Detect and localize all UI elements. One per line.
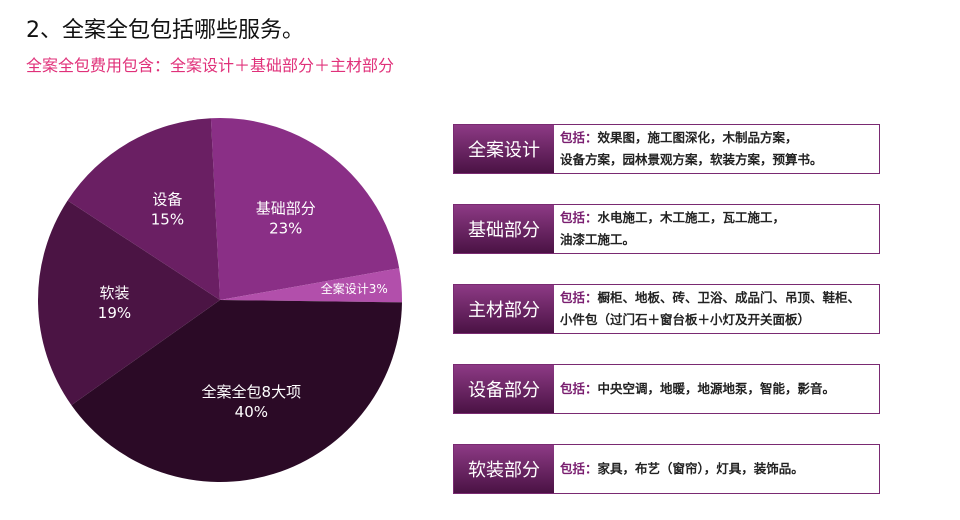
- service-desc: 包括：水电施工，木工施工，瓦工施工， 油漆工施工。: [554, 205, 879, 253]
- pie-slice: [220, 268, 402, 303]
- slice-value: 15%: [151, 210, 184, 228]
- slice-name: 设备: [152, 190, 182, 208]
- desc-label: 包括：: [560, 381, 598, 396]
- desc-text: 橱柜、地板、砖、卫浴、成品门、吊顶、鞋柜、: [597, 290, 861, 305]
- slice-name: 全案全包8大项: [202, 383, 302, 401]
- service-desc: 包括：效果图，施工图深化，木制品方案， 设备方案，园林景观方案，软装方案，预算书。: [554, 125, 879, 173]
- desc-line: 包括：效果图，施工图深化，木制品方案，: [560, 127, 873, 149]
- pie-chart: 基础部分 23% 全案设计3% 全案全包8大项 40% 软装 19% 设备 15%: [37, 118, 402, 483]
- service-row: 软装部分 包括：家具，布艺（窗帘），灯具，装饰品。: [453, 444, 880, 494]
- slice-value: 23%: [269, 219, 302, 237]
- desc-line: 包括：中央空调，地暖，地源地泵，智能，影音。: [560, 378, 873, 400]
- service-title: 设备部分: [454, 365, 554, 413]
- service-title: 基础部分: [454, 205, 554, 253]
- subtitle: 全案全包费用包含：全案设计＋基础部分＋主材部分: [26, 56, 395, 75]
- desc-line: 设备方案，园林景观方案，软装方案，预算书。: [560, 149, 873, 171]
- desc-text: 家具，布艺（窗帘），灯具，装饰品。: [597, 461, 804, 476]
- pie-slice: [210, 118, 400, 301]
- desc-label: 包括：: [560, 210, 598, 225]
- desc-label: 包括：: [560, 290, 598, 305]
- desc-text: 水电施工，木工施工，瓦工施工，: [597, 210, 786, 225]
- slice-value: 19%: [98, 304, 131, 322]
- service-desc: 包括：中央空调，地暖，地源地泵，智能，影音。: [554, 365, 879, 413]
- slice-name: 软装: [99, 284, 129, 302]
- desc-text: 中央空调，地暖，地源地泵，智能，影音。: [597, 381, 836, 396]
- service-row: 设备部分 包括：中央空调，地暖，地源地泵，智能，影音。: [453, 364, 880, 414]
- service-row: 基础部分 包括：水电施工，木工施工，瓦工施工， 油漆工施工。: [453, 204, 880, 254]
- desc-text: 效果图，施工图深化，木制品方案，: [597, 130, 798, 145]
- slice-label: 全案设计3%: [321, 281, 388, 296]
- pie-slice: [37, 200, 220, 406]
- desc-line: 油漆工施工。: [560, 229, 873, 251]
- pie-slice: [67, 118, 220, 301]
- slice-value: 40%: [235, 403, 268, 421]
- desc-text: 设备方案，园林景观方案，软装方案，预算书。: [560, 152, 823, 167]
- service-title: 主材部分: [454, 285, 554, 333]
- service-title: 全案设计: [454, 125, 554, 173]
- page-title: 2、全案全包包括哪些服务。: [26, 18, 304, 43]
- desc-text: 小件包（过门石＋窗台板＋小灯及开关面板）: [560, 312, 811, 327]
- service-title: 软装部分: [454, 445, 554, 493]
- service-desc: 包括：家具，布艺（窗帘），灯具，装饰品。: [554, 445, 879, 493]
- desc-label: 包括：: [560, 130, 598, 145]
- desc-text: 油漆工施工。: [560, 232, 636, 247]
- desc-line: 包括：橱柜、地板、砖、卫浴、成品门、吊顶、鞋柜、: [560, 287, 873, 309]
- desc-line: 包括：水电施工，木工施工，瓦工施工，: [560, 207, 873, 229]
- slice-name: 全案设计: [321, 281, 369, 296]
- slice-value: 3%: [369, 282, 388, 296]
- service-row: 主材部分 包括：橱柜、地板、砖、卫浴、成品门、吊顶、鞋柜、小件包（过门石＋窗台板＋…: [453, 284, 880, 334]
- desc-line: 包括：家具，布艺（窗帘），灯具，装饰品。: [560, 458, 873, 480]
- slice-name: 基础部分: [256, 199, 316, 217]
- service-desc: 包括：橱柜、地板、砖、卫浴、成品门、吊顶、鞋柜、小件包（过门石＋窗台板＋小灯及开…: [554, 285, 879, 333]
- service-row: 全案设计 包括：效果图，施工图深化，木制品方案， 设备方案，园林景观方案，软装方案，…: [453, 124, 880, 174]
- pie-slice: [71, 300, 402, 483]
- desc-label: 包括：: [560, 461, 598, 476]
- desc-line: 小件包（过门石＋窗台板＋小灯及开关面板）: [560, 309, 873, 331]
